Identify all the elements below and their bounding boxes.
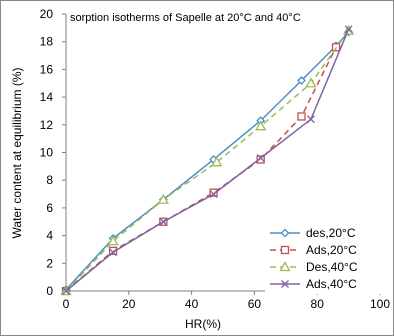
legend-marker [280,245,290,255]
data-point [256,154,265,162]
series-4 [62,25,353,295]
chart-title: sorption isotherms of Sapelle at 20°C an… [70,12,301,24]
legend-marker [279,261,291,272]
y-tick-label: 12 [40,118,54,132]
x-tick-label: 100 [370,297,390,311]
y-axis-label: Water content at equilibrium (%) [10,68,24,239]
y-tick-label: 16 [40,62,54,76]
series-line [65,31,350,291]
y-tick-label: 2 [46,256,53,270]
legend-item-1: des,20°C [270,226,356,240]
data-point [297,112,306,121]
legend-item-4: Ads,40°C [270,277,357,291]
data-point [256,155,265,164]
x-tick-label: 60 [248,297,262,311]
data-point [107,235,119,246]
data-point [255,120,267,131]
x-tick-label: 0 [63,297,70,311]
legend-item-2: Ads,20°C [270,243,357,257]
x-tick-label: 40 [185,297,199,311]
x-axis-label: HR(%) [185,317,221,331]
legend-item-3: Des,40°C [270,260,358,274]
data-point [157,193,169,204]
data-point [211,156,223,167]
y-tick-label: 10 [40,146,54,160]
y-tick-label: 18 [40,35,54,49]
legend-label: Ads,40°C [306,277,357,291]
data-point [306,115,315,124]
y-tick-label: 0 [46,284,53,298]
y-tick-label: 4 [46,229,53,243]
data-point [159,217,168,226]
y-tick-label: 20 [40,7,54,21]
y-tick-label: 6 [46,201,53,215]
y-tick-label: 8 [46,173,53,187]
data-point [209,190,218,199]
series-layer [60,24,355,296]
legend-label: Des,40°C [306,260,358,274]
legend-marker [281,280,289,288]
axis-ticks: 0 2 4 6 8 10 12 14 16 18 20 0 20 40 60 80 100 [40,7,391,311]
data-point [297,76,306,85]
legend: des,20°C Ads,20°C Des,40°C Ads,40°C [270,226,358,291]
data-point [109,248,118,257]
y-tick-label: 14 [40,90,54,104]
legend-marker [280,228,290,238]
data-point [209,188,218,197]
legend-label: Ads,20°C [306,243,357,257]
x-tick-label: 20 [122,297,136,311]
legend-label: des,20°C [306,226,356,240]
data-point [305,77,317,88]
x-tick-label: 80 [311,297,325,311]
data-point [344,25,353,34]
